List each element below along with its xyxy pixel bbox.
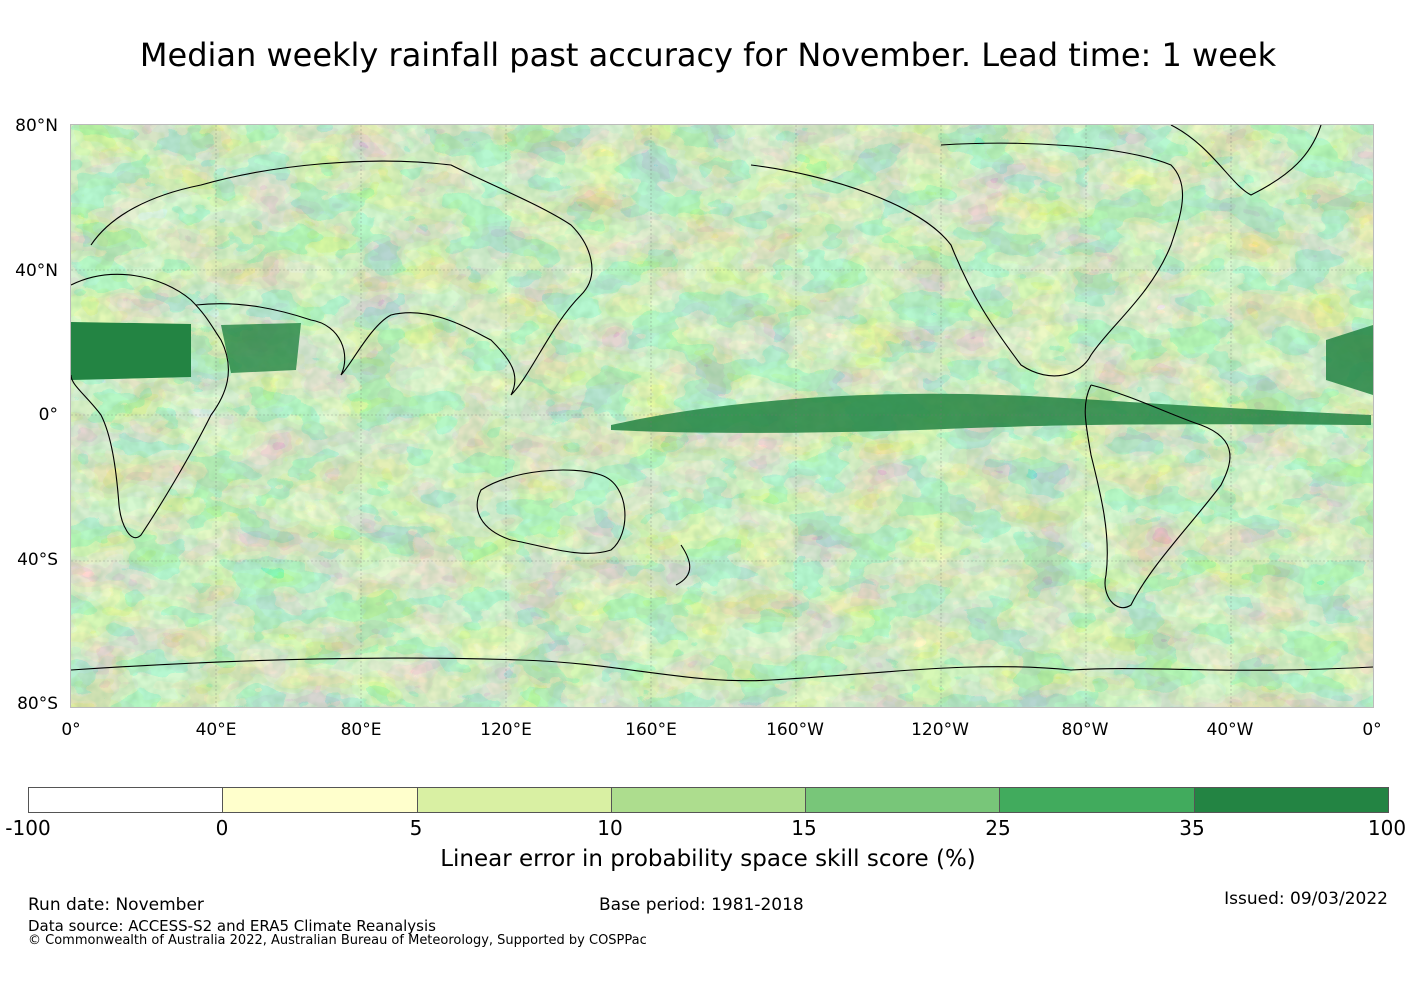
colorbar-segment [1000,788,1195,812]
lon-label-160e: 160°E [625,720,677,740]
lon-label-80w: 80°W [1061,720,1109,740]
colorbar-tick: -100 [5,816,51,840]
colorbar-tick: 15 [791,816,817,840]
arabia-high-skill [221,323,301,373]
colorbar-segment [223,788,418,812]
lon-label-0-right: 0° [1362,720,1382,740]
lon-label-120w: 120°W [911,720,969,740]
lon-label-120e: 120°E [480,720,532,740]
africa-coast [71,273,229,538]
lat-label-80n: 80°N [15,116,58,136]
colorbar-label: Linear error in probability space skill … [440,846,976,872]
colorbar-segment [611,788,807,812]
colorbar-segment [806,788,1001,812]
colorbar-segment [1194,788,1388,812]
coastlines [71,125,1373,682]
colorbar-segment [417,788,612,812]
map-gridlines [71,125,1373,707]
south-america-coast [1084,384,1231,608]
lon-label-40e: 40°E [195,720,237,740]
sahara-high-skill [71,322,191,380]
atlantic-high-skill [1326,325,1373,395]
map-canvas [71,125,1373,707]
lon-label-40w: 40°W [1206,720,1254,740]
lat-label-equator: 0° [38,405,58,425]
colorbar-segment [29,788,224,812]
run-date: Run date: November [28,895,204,915]
map-title: Median weekly rainfall past accuracy for… [139,36,1277,74]
lat-label-80s: 80°S [17,694,58,714]
copyright: © Commonwealth of Australia 2022, Austra… [28,933,647,948]
antarctica-coast [71,657,1373,682]
australia-coast [476,469,626,554]
colorbar-tick: 10 [597,816,623,840]
colorbar-tick: 25 [985,816,1011,840]
colorbar-tick: 5 [409,816,423,840]
eurasia-coast [90,160,593,396]
data-source: Data source: ACCESS-S2 and ERA5 Climate … [28,917,436,935]
skill-score-map [70,124,1374,708]
new-zealand-coast [675,544,691,586]
colorbar [28,787,1389,813]
issued-date: Issued: 09/03/2022 [1224,889,1388,909]
colorbar-tick: 100 [1367,816,1407,840]
equatorial-pacific-band [611,393,1371,433]
lon-label-0-left: 0° [61,720,81,740]
colorbar-tick: 0 [215,816,229,840]
lon-label-80e: 80°E [340,720,382,740]
lat-label-40s: 40°S [17,550,58,570]
lon-label-160w: 160°W [766,720,824,740]
lat-label-40n: 40°N [15,261,58,281]
greenland-coast [1170,125,1322,196]
colorbar-tick: 35 [1179,816,1205,840]
base-period: Base period: 1981-2018 [599,895,804,915]
north-america-coast [750,142,1184,377]
